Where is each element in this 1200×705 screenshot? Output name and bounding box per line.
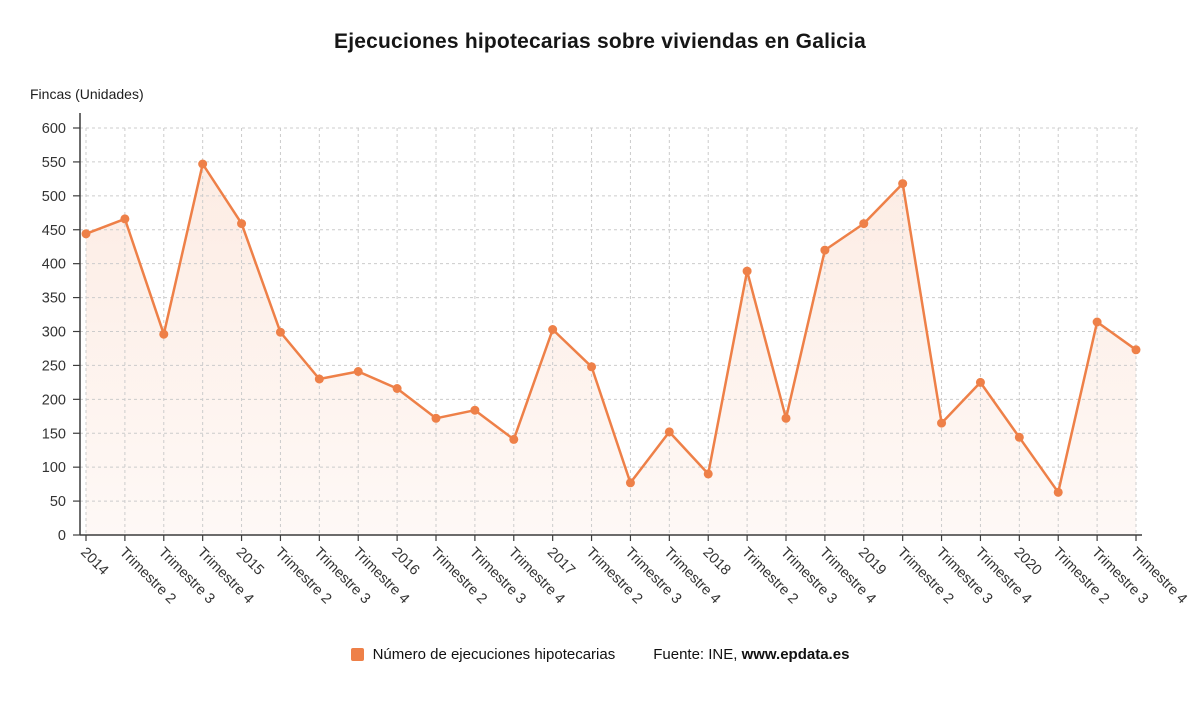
data-point (1092, 317, 1102, 327)
data-point (431, 413, 441, 423)
line-chart: 0 50 100 150 200 250 300 350 400 450 500 550 600 2014… (42, 113, 1190, 607)
x-tick-label: 2017 (544, 545, 578, 579)
x-tick-label: 2015 (233, 545, 267, 579)
y-tick-label: 50 (50, 494, 66, 510)
data-point (159, 329, 169, 339)
data-point (314, 374, 324, 384)
data-point (81, 229, 91, 239)
y-tick-label: 550 (42, 155, 66, 171)
data-point (237, 219, 247, 229)
data-point (509, 434, 519, 444)
data-point (392, 384, 402, 393)
data-point (548, 325, 558, 334)
y-tick-label: 150 (42, 426, 66, 442)
x-tick-label: 2014 (77, 545, 111, 579)
y-tick-label: 600 (42, 121, 66, 137)
y-tick-label: 250 (42, 358, 66, 374)
y-tick-label: 350 (42, 291, 66, 307)
y-tick-label: 450 (42, 223, 66, 239)
y-tick-label: 100 (42, 460, 66, 476)
x-tick-label: 2020 (1011, 545, 1045, 579)
legend-item: Número de ejecuciones hipotecarias (350, 646, 616, 663)
data-point (1131, 345, 1141, 355)
data-point (275, 327, 285, 337)
data-point (353, 367, 363, 376)
y-tick-label: 0 (58, 528, 66, 544)
x-tick-label: 2018 (699, 545, 733, 579)
y-tick-label: 400 (42, 257, 66, 273)
data-point (198, 159, 208, 169)
data-point (898, 179, 908, 189)
series-line (84, 162, 1138, 494)
legend-marker-icon (350, 648, 364, 661)
legend-label: Número de ejecuciones hipotecarias (372, 646, 616, 663)
data-point (742, 266, 752, 276)
data-point (781, 413, 791, 423)
source-site: www.epdata.es (741, 646, 850, 663)
data-point (1014, 432, 1024, 442)
data-point (587, 362, 597, 372)
legend: Número de ejecuciones hipotecarias Fuent… (0, 646, 1200, 663)
data-point (820, 245, 830, 255)
x-tick-label: 2016 (388, 545, 422, 579)
data-point (470, 405, 480, 415)
data-point (120, 214, 130, 224)
data-point (975, 377, 985, 387)
data-point (937, 418, 947, 428)
y-axis-title: Fincas (Unidades) (30, 86, 144, 102)
y-tick-label: 500 (42, 189, 66, 205)
y-tick-label: 300 (42, 325, 66, 341)
x-tick-label: 2019 (855, 545, 889, 579)
source-note: Fuente: INE, www.epdata.es (653, 646, 849, 663)
data-point (703, 469, 713, 479)
chart-title: Ejecuciones hipotecarias sobre viviendas… (334, 30, 866, 53)
series-area (86, 164, 1136, 535)
y-tick-label: 200 (42, 392, 66, 408)
source-prefix: Fuente: INE, (653, 646, 742, 663)
data-point (1053, 487, 1063, 497)
data-point (664, 427, 674, 437)
data-point (859, 219, 869, 229)
data-point (625, 478, 635, 488)
